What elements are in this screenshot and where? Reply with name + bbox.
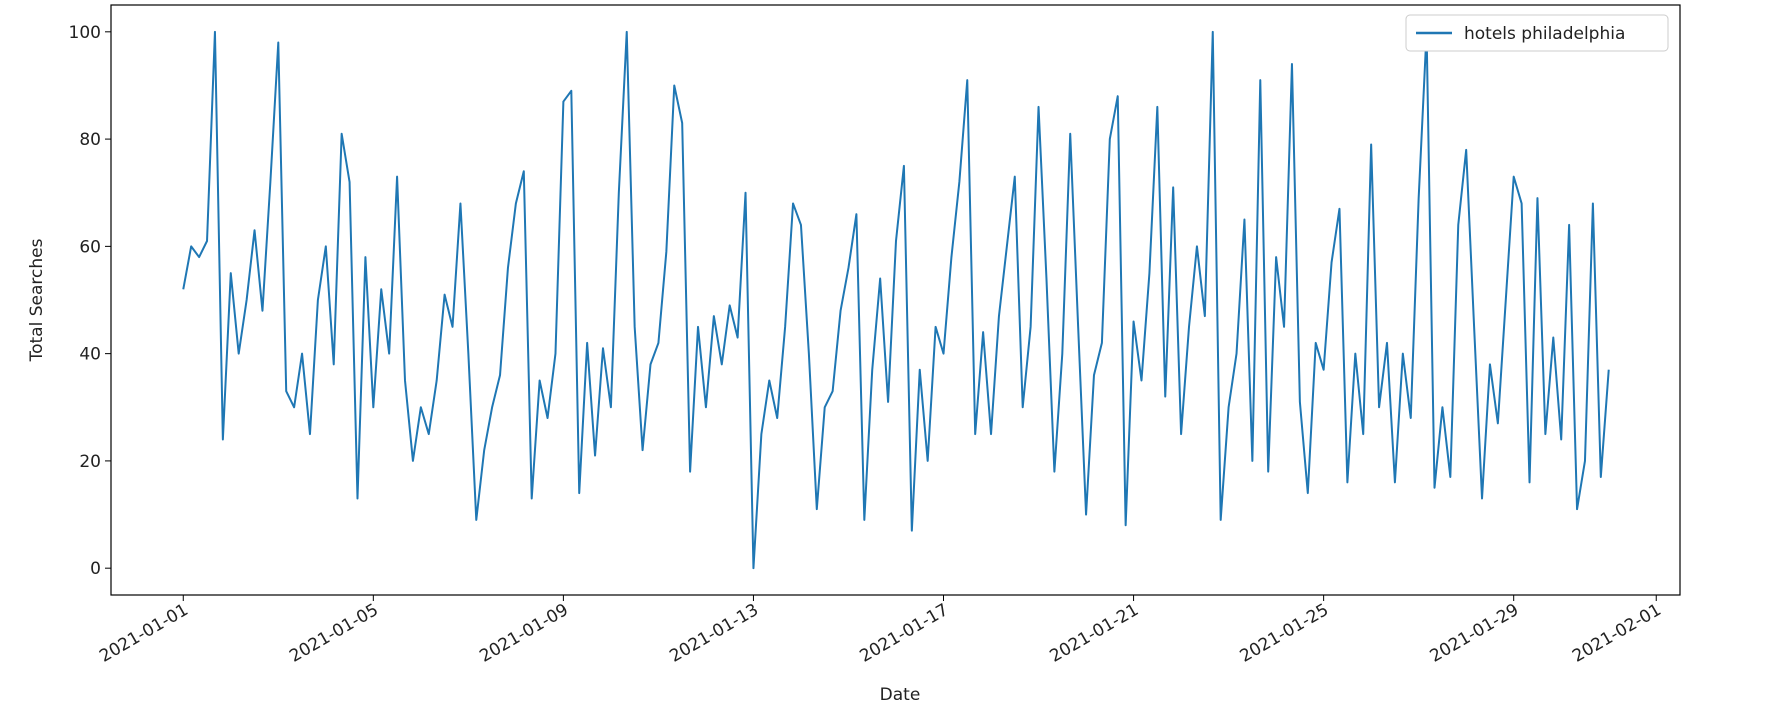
y-tick-label: 60 [79,237,101,257]
x-axis-label: Date [880,685,921,705]
legend-box [1405,14,1669,52]
y-tick-label: 0 [90,559,101,579]
x-tick-label: 2021-01-01 [96,600,192,667]
x-tick-label: 2021-01-29 [1427,600,1523,667]
x-tick-label: 2021-01-13 [666,600,762,667]
x-tick-label: 2021-01-05 [286,600,382,667]
x-tick-label: 2021-01-25 [1237,600,1333,667]
legend: hotels philadelphia [1405,14,1669,52]
x-tick-label: 2021-01-17 [856,600,952,667]
y-tick-label: 80 [79,130,101,150]
y-tick-label: 100 [69,23,101,43]
data-line [182,30,1610,570]
x-tick-label: 2021-02-01 [1569,600,1665,667]
y-tick-label: 40 [79,345,101,365]
y-tick-label: 20 [79,452,101,472]
x-tick-label: 2021-01-21 [1047,600,1143,667]
y-axis-label: Total Searches [27,238,47,362]
plot-frame [110,4,1681,596]
x-tick-label: 2021-01-09 [476,600,572,667]
legend-label: hotels philadelphia [1464,24,1625,44]
